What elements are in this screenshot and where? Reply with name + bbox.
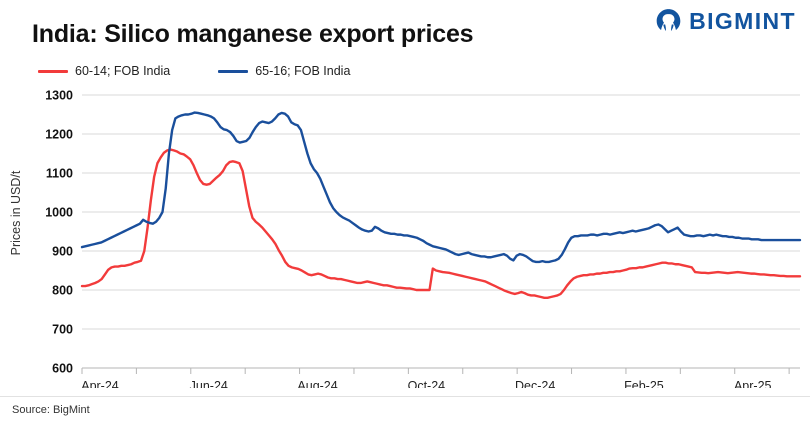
bigmint-logo-icon bbox=[655, 8, 682, 35]
x-axis-tick-label: Jun-24 bbox=[190, 379, 228, 388]
series-line-65-16 bbox=[80, 111, 802, 264]
series-line-60-14 bbox=[80, 148, 802, 300]
line-swatch-blue bbox=[218, 69, 249, 73]
legend-item-65-16[interactable]: 65-16; FOB India bbox=[218, 64, 350, 78]
page-header: India: Silico manganese export prices BI… bbox=[0, 0, 810, 58]
y-axis-tick-label: 1200 bbox=[45, 128, 73, 142]
y-axis-tick-label: 1100 bbox=[46, 167, 73, 181]
legend-item-60-14[interactable]: 60-14; FOB India bbox=[38, 64, 170, 78]
x-axis-tick-label: Apr-24 bbox=[81, 379, 119, 388]
chart-legend: 60-14; FOB India 65-16; FOB India bbox=[38, 64, 350, 78]
footer-divider bbox=[0, 396, 810, 397]
x-axis-tick-label: Aug-24 bbox=[297, 379, 337, 388]
y-axis-tick-label: 800 bbox=[52, 284, 73, 298]
bigmint-logo-text: BIGMINT bbox=[689, 8, 796, 34]
x-axis-tick-label: Apr-25 bbox=[734, 379, 772, 388]
chart-area: Prices in USD/t 600 700 800 900 1000 1100 1200… bbox=[0, 88, 810, 388]
x-axis-tick-label: Feb-25 bbox=[624, 379, 664, 388]
line-swatch-red bbox=[38, 69, 68, 73]
line-chart-svg: 600 700 800 900 1000 1100 1200 1300 Apr-24 Jun-24… bbox=[45, 89, 802, 388]
bigmint-logo: BIGMINT bbox=[655, 8, 796, 35]
y-axis-tick-label: 700 bbox=[52, 323, 73, 337]
page-title: India: Silico manganese export prices bbox=[32, 20, 474, 48]
x-axis-tick-label: Dec-24 bbox=[515, 379, 555, 388]
y-axis-tick-label: 900 bbox=[52, 245, 73, 259]
x-axis-tick-label: Oct-24 bbox=[408, 379, 446, 388]
y-axis-tick-label: 1000 bbox=[45, 206, 73, 220]
source-note: Source: BigMint bbox=[12, 404, 90, 416]
y-axis-tick-label: 600 bbox=[52, 362, 73, 376]
legend-label-65-16: 65-16; FOB India bbox=[255, 64, 351, 78]
legend-label-60-14: 60-14; FOB India bbox=[75, 64, 171, 78]
y-axis-tick-label: 1300 bbox=[45, 89, 73, 103]
